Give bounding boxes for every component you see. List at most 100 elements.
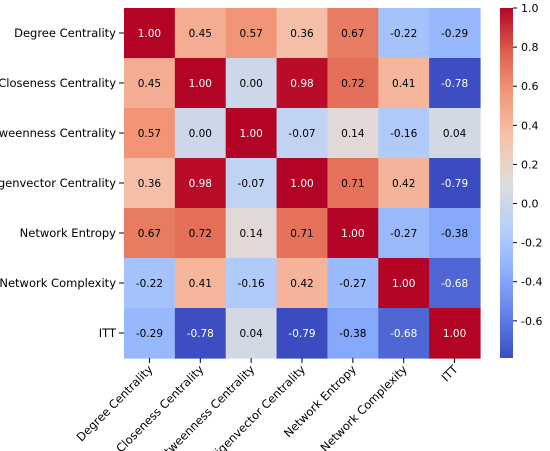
heatmap-cell bbox=[378, 58, 430, 109]
cell-value-label: 0.00 bbox=[239, 78, 262, 90]
colorbar-gradient bbox=[500, 8, 513, 358]
colorbar: 1.0 0.8 0.6 0.4 0.2 0.0 -0.2 -0.4 -0.6 bbox=[500, 2, 542, 358]
column-label: ITT bbox=[439, 362, 462, 385]
heatmap-cell bbox=[327, 158, 379, 209]
cell-value-label: 0.71 bbox=[290, 228, 313, 240]
heatmap-cell bbox=[174, 308, 227, 359]
colorbar-tick-label: -0.4 bbox=[521, 276, 542, 289]
cell-value-label: 1.00 bbox=[290, 178, 313, 190]
cell-value-label: 0.41 bbox=[392, 78, 415, 90]
cell-value-label: -0.27 bbox=[390, 228, 417, 240]
row-labels: Degree Centrality Closeness Centrality Bet… bbox=[0, 26, 124, 340]
heatmap-cell bbox=[378, 308, 430, 359]
cell-value-label: 0.98 bbox=[290, 78, 313, 90]
heatmap-cell bbox=[225, 258, 278, 309]
cell-value-label: 0.72 bbox=[341, 78, 364, 90]
heatmap-cell bbox=[124, 58, 176, 109]
cell-value-label: -0.29 bbox=[441, 28, 468, 40]
heatmap-cell bbox=[225, 8, 278, 59]
cell-value-label: 1.00 bbox=[138, 28, 161, 40]
cell-value-label: -0.22 bbox=[390, 28, 417, 40]
cell-value-label: 0.14 bbox=[341, 128, 365, 140]
heatmap-cell bbox=[174, 108, 227, 159]
cell-value-label: 0.36 bbox=[290, 28, 314, 40]
cell-value-label: 0.42 bbox=[392, 178, 415, 190]
cell-value-label: 0.45 bbox=[138, 78, 161, 90]
heatmap-cell bbox=[225, 58, 278, 109]
cell-value-label: 0.04 bbox=[443, 128, 467, 140]
heatmap-cell bbox=[429, 308, 481, 359]
cell-value-label: 0.98 bbox=[189, 178, 212, 190]
cell-value-label: 1.00 bbox=[443, 328, 466, 340]
heatmap-cell bbox=[124, 308, 176, 359]
heatmap-cell bbox=[225, 308, 278, 359]
cell-value-label: -0.68 bbox=[390, 328, 417, 340]
cell-value-label: -0.16 bbox=[238, 278, 265, 290]
cell-value-label: 0.67 bbox=[341, 28, 364, 40]
colorbar-tick-label: 0.0 bbox=[521, 198, 539, 211]
heatmap-cell bbox=[429, 208, 481, 259]
heatmap-cell bbox=[276, 308, 329, 359]
cell-value-label: 0.57 bbox=[239, 28, 262, 40]
row-label: Degree Centrality bbox=[14, 26, 116, 40]
heatmap-cell bbox=[276, 208, 329, 259]
heatmap-cell bbox=[378, 158, 430, 209]
cell-value-label: -0.78 bbox=[187, 328, 214, 340]
heatmap-cell bbox=[327, 58, 379, 109]
heatmap-cell bbox=[429, 58, 481, 109]
heatmap-cell bbox=[429, 108, 481, 159]
column-label: Network Complexity bbox=[317, 362, 410, 451]
colorbar-tick-label: 0.4 bbox=[521, 119, 539, 132]
heatmap-cell bbox=[327, 208, 379, 259]
cell-value-label: 1.00 bbox=[189, 78, 212, 90]
cell-value-label: 1.00 bbox=[239, 128, 262, 140]
heatmap-cell bbox=[276, 8, 329, 59]
cell-value-label: -0.27 bbox=[339, 278, 366, 290]
heatmap-cell bbox=[276, 58, 329, 109]
heatmap-cell bbox=[378, 8, 430, 59]
row-label: Eigenvector Centrality bbox=[0, 176, 116, 190]
row-label: Network Complexity bbox=[0, 276, 116, 290]
heatmap-cell bbox=[378, 108, 430, 159]
heatmap-cell bbox=[124, 258, 176, 309]
cell-value-label: 0.42 bbox=[290, 278, 313, 290]
cell-value-label: -0.29 bbox=[136, 328, 163, 340]
heatmap-cell bbox=[174, 58, 227, 109]
cell-value-label: 0.57 bbox=[138, 128, 161, 140]
heatmap-cell bbox=[378, 208, 430, 259]
cell-value-label: -0.38 bbox=[339, 328, 366, 340]
cell-value-label: -0.22 bbox=[136, 278, 163, 290]
heatmap-cell bbox=[124, 108, 176, 159]
colorbar-tick-label: 0.8 bbox=[521, 41, 539, 54]
heatmap-cell bbox=[429, 8, 481, 59]
heatmap-cell bbox=[327, 8, 379, 59]
heatmap-cell bbox=[276, 258, 329, 309]
heatmap-cell bbox=[378, 258, 430, 309]
cell-value-label: -0.78 bbox=[441, 78, 468, 90]
cell-value-label: -0.16 bbox=[390, 128, 417, 140]
cell-value-label: 0.45 bbox=[189, 28, 212, 40]
heatmap-cell bbox=[327, 108, 379, 159]
cell-value-label: 1.00 bbox=[341, 228, 364, 240]
heatmap-cell bbox=[276, 158, 329, 209]
row-label: Closeness Centrality bbox=[0, 76, 116, 90]
cell-value-label: -0.79 bbox=[441, 178, 468, 190]
cell-value-label: -0.79 bbox=[288, 328, 315, 340]
row-label: ITT bbox=[99, 326, 117, 340]
heatmap-cell bbox=[225, 108, 278, 159]
heatmap-cell bbox=[276, 108, 329, 159]
heatmap-cells: 1.00 0.45 0.57 0.36 0.67 -0.22 -0.29 0.45 1.00 0.… bbox=[124, 8, 481, 359]
colorbar-tick-label: -0.2 bbox=[521, 237, 542, 250]
heatmap-cell bbox=[174, 158, 227, 209]
cell-value-label: 0.04 bbox=[239, 328, 263, 340]
heatmap-cell bbox=[174, 8, 227, 59]
column-label: Closeness Centrality bbox=[113, 362, 206, 451]
heatmap-cell bbox=[327, 308, 379, 359]
cell-value-label: 0.71 bbox=[341, 178, 364, 190]
heatmap-cell bbox=[124, 208, 176, 259]
cell-value-label: 0.14 bbox=[239, 228, 263, 240]
heatmap-cell bbox=[124, 158, 176, 209]
heatmap-cell bbox=[124, 8, 176, 59]
